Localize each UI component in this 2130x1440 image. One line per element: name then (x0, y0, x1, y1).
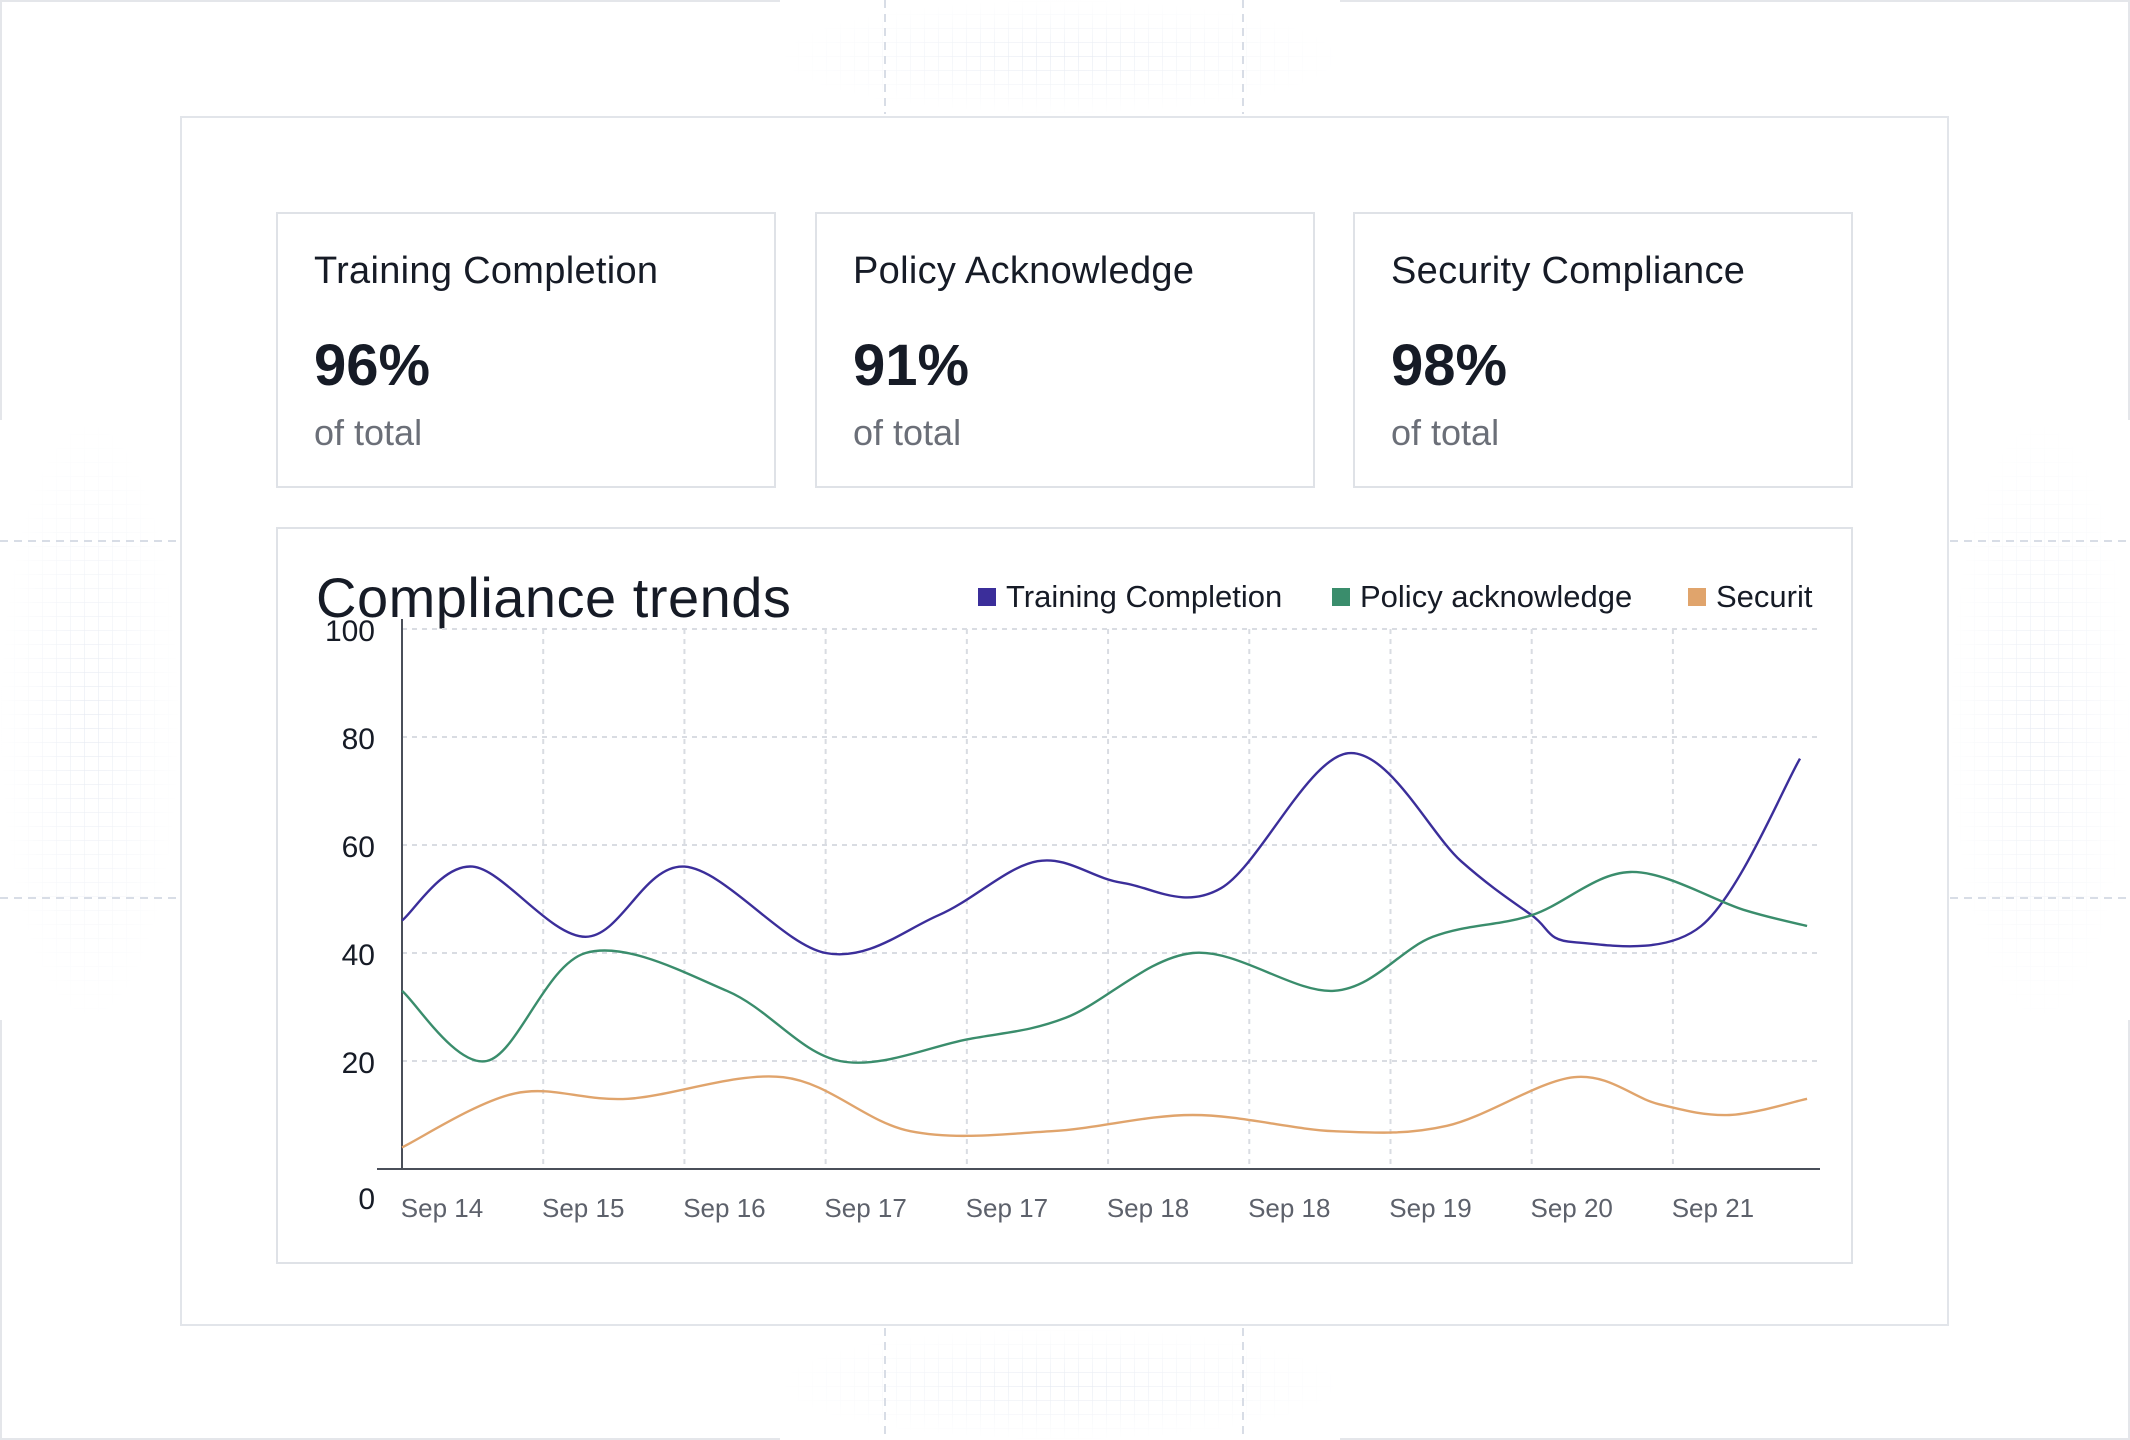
y-tick-label: 0 (358, 1183, 375, 1216)
x-tick-label: Sep 18 (1107, 1193, 1189, 1223)
card-title: Training Completion (314, 250, 659, 292)
series-line-training-completion (401, 751, 1802, 956)
y-tick-label: 100 (325, 615, 375, 648)
compliance-trends-chart: Compliance trends Training Completion Po… (276, 527, 1853, 1264)
policy-acknowledge-card: Policy Acknowledge 91% of total (815, 212, 1315, 488)
legend-swatch (1332, 588, 1350, 606)
card-subtitle: of total (1391, 412, 1500, 453)
legend-label: Training Completion (1006, 579, 1283, 614)
y-tick-label: 60 (342, 831, 375, 864)
series-line-securit (401, 1075, 1808, 1149)
x-tick-label: Sep 19 (1389, 1193, 1471, 1223)
legend-label: Securit (1716, 579, 1813, 614)
y-tick-label: 40 (342, 939, 375, 972)
security-compliance-card: Security Compliance 98% of total (1353, 212, 1853, 488)
x-tick-label: Sep 17 (966, 1193, 1048, 1223)
legend-label: Policy acknowledge (1360, 579, 1633, 614)
x-tick-label: Sep 21 (1672, 1193, 1754, 1223)
series-line-policy-acknowledge (401, 870, 1808, 1064)
legend-item-securit[interactable]: Securit (1688, 579, 1812, 615)
x-tick-label: Sep 20 (1530, 1193, 1612, 1223)
card-value: 91% (853, 333, 970, 398)
x-tick-label: Sep 15 (542, 1193, 624, 1223)
x-tick-label: Sep 14 (401, 1193, 483, 1223)
plot-area: 0 20 40 60 80 100 Sep 14 Sep 15 Sep 16 Sep 17 Sep … (325, 615, 1820, 1223)
x-tick-label: Sep 18 (1248, 1193, 1330, 1223)
chart-title: Compliance trends (316, 566, 792, 629)
x-tick-label: Sep 16 (683, 1193, 765, 1223)
y-tick-label: 20 (342, 1047, 375, 1080)
training-completion-card: Training Completion 96% of total (276, 212, 776, 488)
card-title: Policy Acknowledge (853, 250, 1195, 292)
card-subtitle: of total (853, 412, 962, 453)
card-subtitle: of total (314, 412, 423, 453)
card-title: Security Compliance (1391, 250, 1746, 292)
y-tick-label: 80 (342, 723, 375, 756)
legend-item-policy-acknowledge[interactable]: Policy acknowledge (1332, 579, 1632, 615)
legend-swatch (1688, 588, 1706, 606)
legend-swatch (978, 588, 996, 606)
card-value: 96% (314, 333, 431, 398)
x-tick-label: Sep 17 (824, 1193, 906, 1223)
card-value: 98% (1391, 333, 1508, 398)
legend-item-training-completion[interactable]: Training Completion (978, 579, 1282, 615)
